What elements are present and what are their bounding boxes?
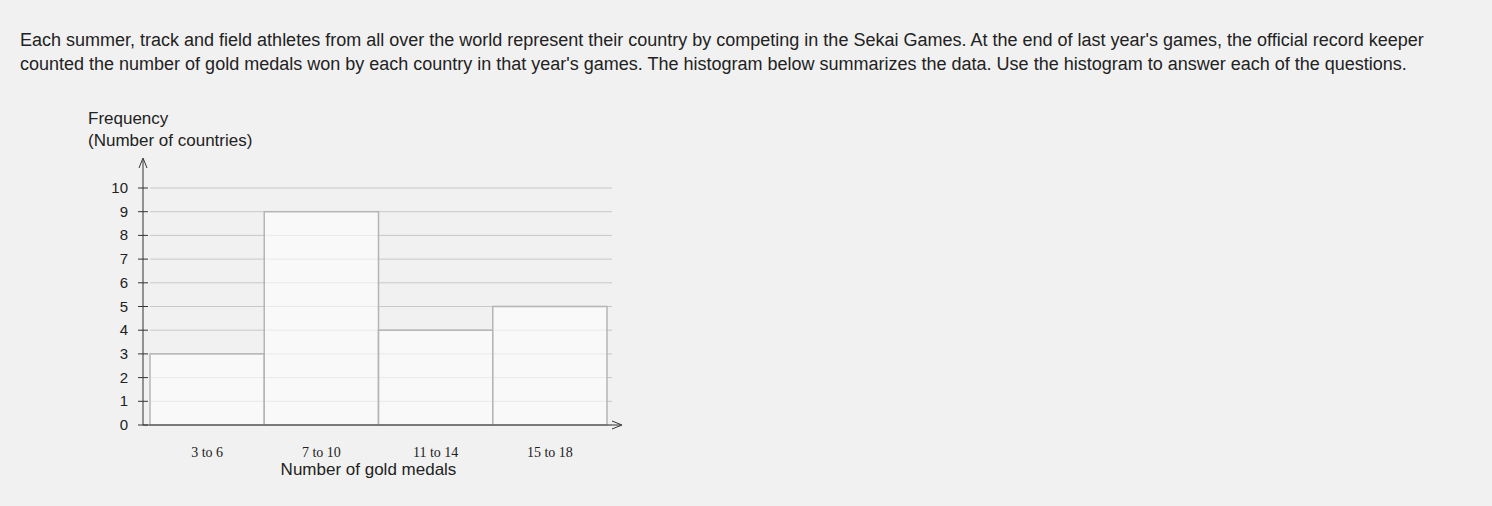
- x-tick-label: 3 to 6: [191, 445, 223, 460]
- y-tick-label: 9: [120, 203, 128, 220]
- x-tick-label: 15 to 18: [527, 445, 573, 460]
- y-tick-label: 8: [120, 226, 128, 243]
- grid-line: [150, 282, 612, 283]
- y-axis-arrow: [139, 158, 147, 168]
- bar: [379, 330, 493, 425]
- x-axis: [143, 425, 620, 426]
- y-axis-label: Frequency: [88, 109, 169, 128]
- y-tick-label: 0: [120, 416, 128, 433]
- grid-line: [150, 211, 612, 212]
- y-tick-label: 5: [120, 298, 128, 315]
- grid-line: [150, 235, 612, 236]
- grid-line: [150, 259, 612, 260]
- y-axis-label: (Number of countries): [88, 131, 252, 150]
- x-axis-arrow: [612, 421, 622, 429]
- y-tick-label: 1: [120, 392, 128, 409]
- grid-line: [150, 188, 612, 189]
- x-axis-label: Number of gold medals: [281, 460, 457, 479]
- y-axis: [143, 160, 144, 425]
- y-tick-label: 6: [120, 274, 128, 291]
- x-tick-label: 11 to 14: [413, 445, 458, 460]
- bar: [150, 354, 264, 425]
- y-tick-label: 10: [111, 179, 128, 196]
- y-tick-label: 2: [120, 369, 128, 386]
- chart: 0 1 2 3 4 5 6 7 8 9 10 3 to 6 7 to 10 11 to 14 15 to 1…: [0, 0, 1492, 506]
- intro-text: Each summer, track and field athletes fr…: [20, 28, 1475, 76]
- x-tick-label: 7 to 10: [302, 445, 341, 460]
- y-tick-label: 4: [120, 321, 128, 338]
- y-tick-label: 7: [120, 250, 128, 267]
- bar: [264, 212, 378, 425]
- y-tick-label: 3: [120, 345, 128, 362]
- bar: [493, 307, 607, 426]
